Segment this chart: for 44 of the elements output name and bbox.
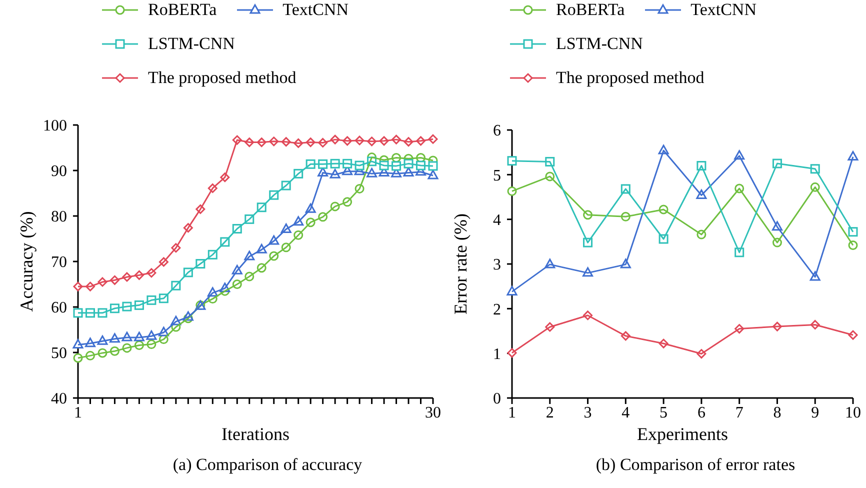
point [848, 227, 858, 237]
text: (a) Comparison of accuracy [172, 455, 362, 474]
y-tick-label: 3 [493, 256, 501, 274]
y-tick-label: 80 [51, 208, 67, 226]
legend-label: TextCNN [690, 0, 756, 20]
legend-label: LSTM-CNN [148, 34, 235, 54]
x-tick-label: 8 [773, 404, 782, 422]
x-tick-label: 30 [425, 404, 441, 422]
legend-label: RoBERTa [148, 0, 217, 20]
y-tick-label: 2 [493, 301, 501, 318]
legend-label: LSTM-CNN [556, 34, 643, 54]
point [73, 308, 83, 318]
y-tick-label: 6 [493, 122, 501, 140]
y-tick-label: 0 [493, 390, 501, 408]
x-tick-label: 10 [845, 404, 861, 422]
point [507, 156, 517, 166]
x-tick-label: 1 [74, 404, 82, 422]
x-tick-label: 2 [546, 404, 554, 422]
x-tick-label: 6 [697, 404, 706, 422]
y-axis-title: Error rate (%) [450, 214, 470, 314]
x-tick-label: 4 [622, 404, 630, 422]
legend-label: TextCNN [282, 0, 348, 20]
y-tick-label: 4 [493, 212, 501, 230]
y-tick-label: 1 [493, 346, 501, 364]
x-tick-label: 1 [508, 404, 516, 422]
y-tick-label: 60 [51, 300, 67, 317]
y-tick-label: 70 [51, 254, 67, 272]
legend-label: The proposed method [556, 68, 704, 88]
y-tick-label: 90 [51, 163, 67, 180]
x-axis-title: Experiments [637, 424, 728, 444]
x-tick-label: 3 [584, 404, 592, 422]
y-tick-label: 40 [51, 390, 67, 408]
x-tick-label: 7 [735, 404, 744, 422]
text: (b) Comparison of error rates [596, 455, 796, 474]
legend-label: RoBERTa [556, 0, 625, 20]
y-axis-title: Accuracy (%) [16, 211, 36, 312]
legend-label: The proposed method [148, 68, 296, 88]
x-tick-label: 9 [811, 404, 820, 422]
x-tick-label: 5 [660, 404, 668, 422]
y-tick-label: 100 [43, 118, 67, 135]
point [428, 161, 438, 171]
y-tick-label: 50 [51, 345, 67, 362]
y-tick-label: 5 [493, 167, 501, 184]
x-axis-title: Iterations [222, 424, 290, 444]
